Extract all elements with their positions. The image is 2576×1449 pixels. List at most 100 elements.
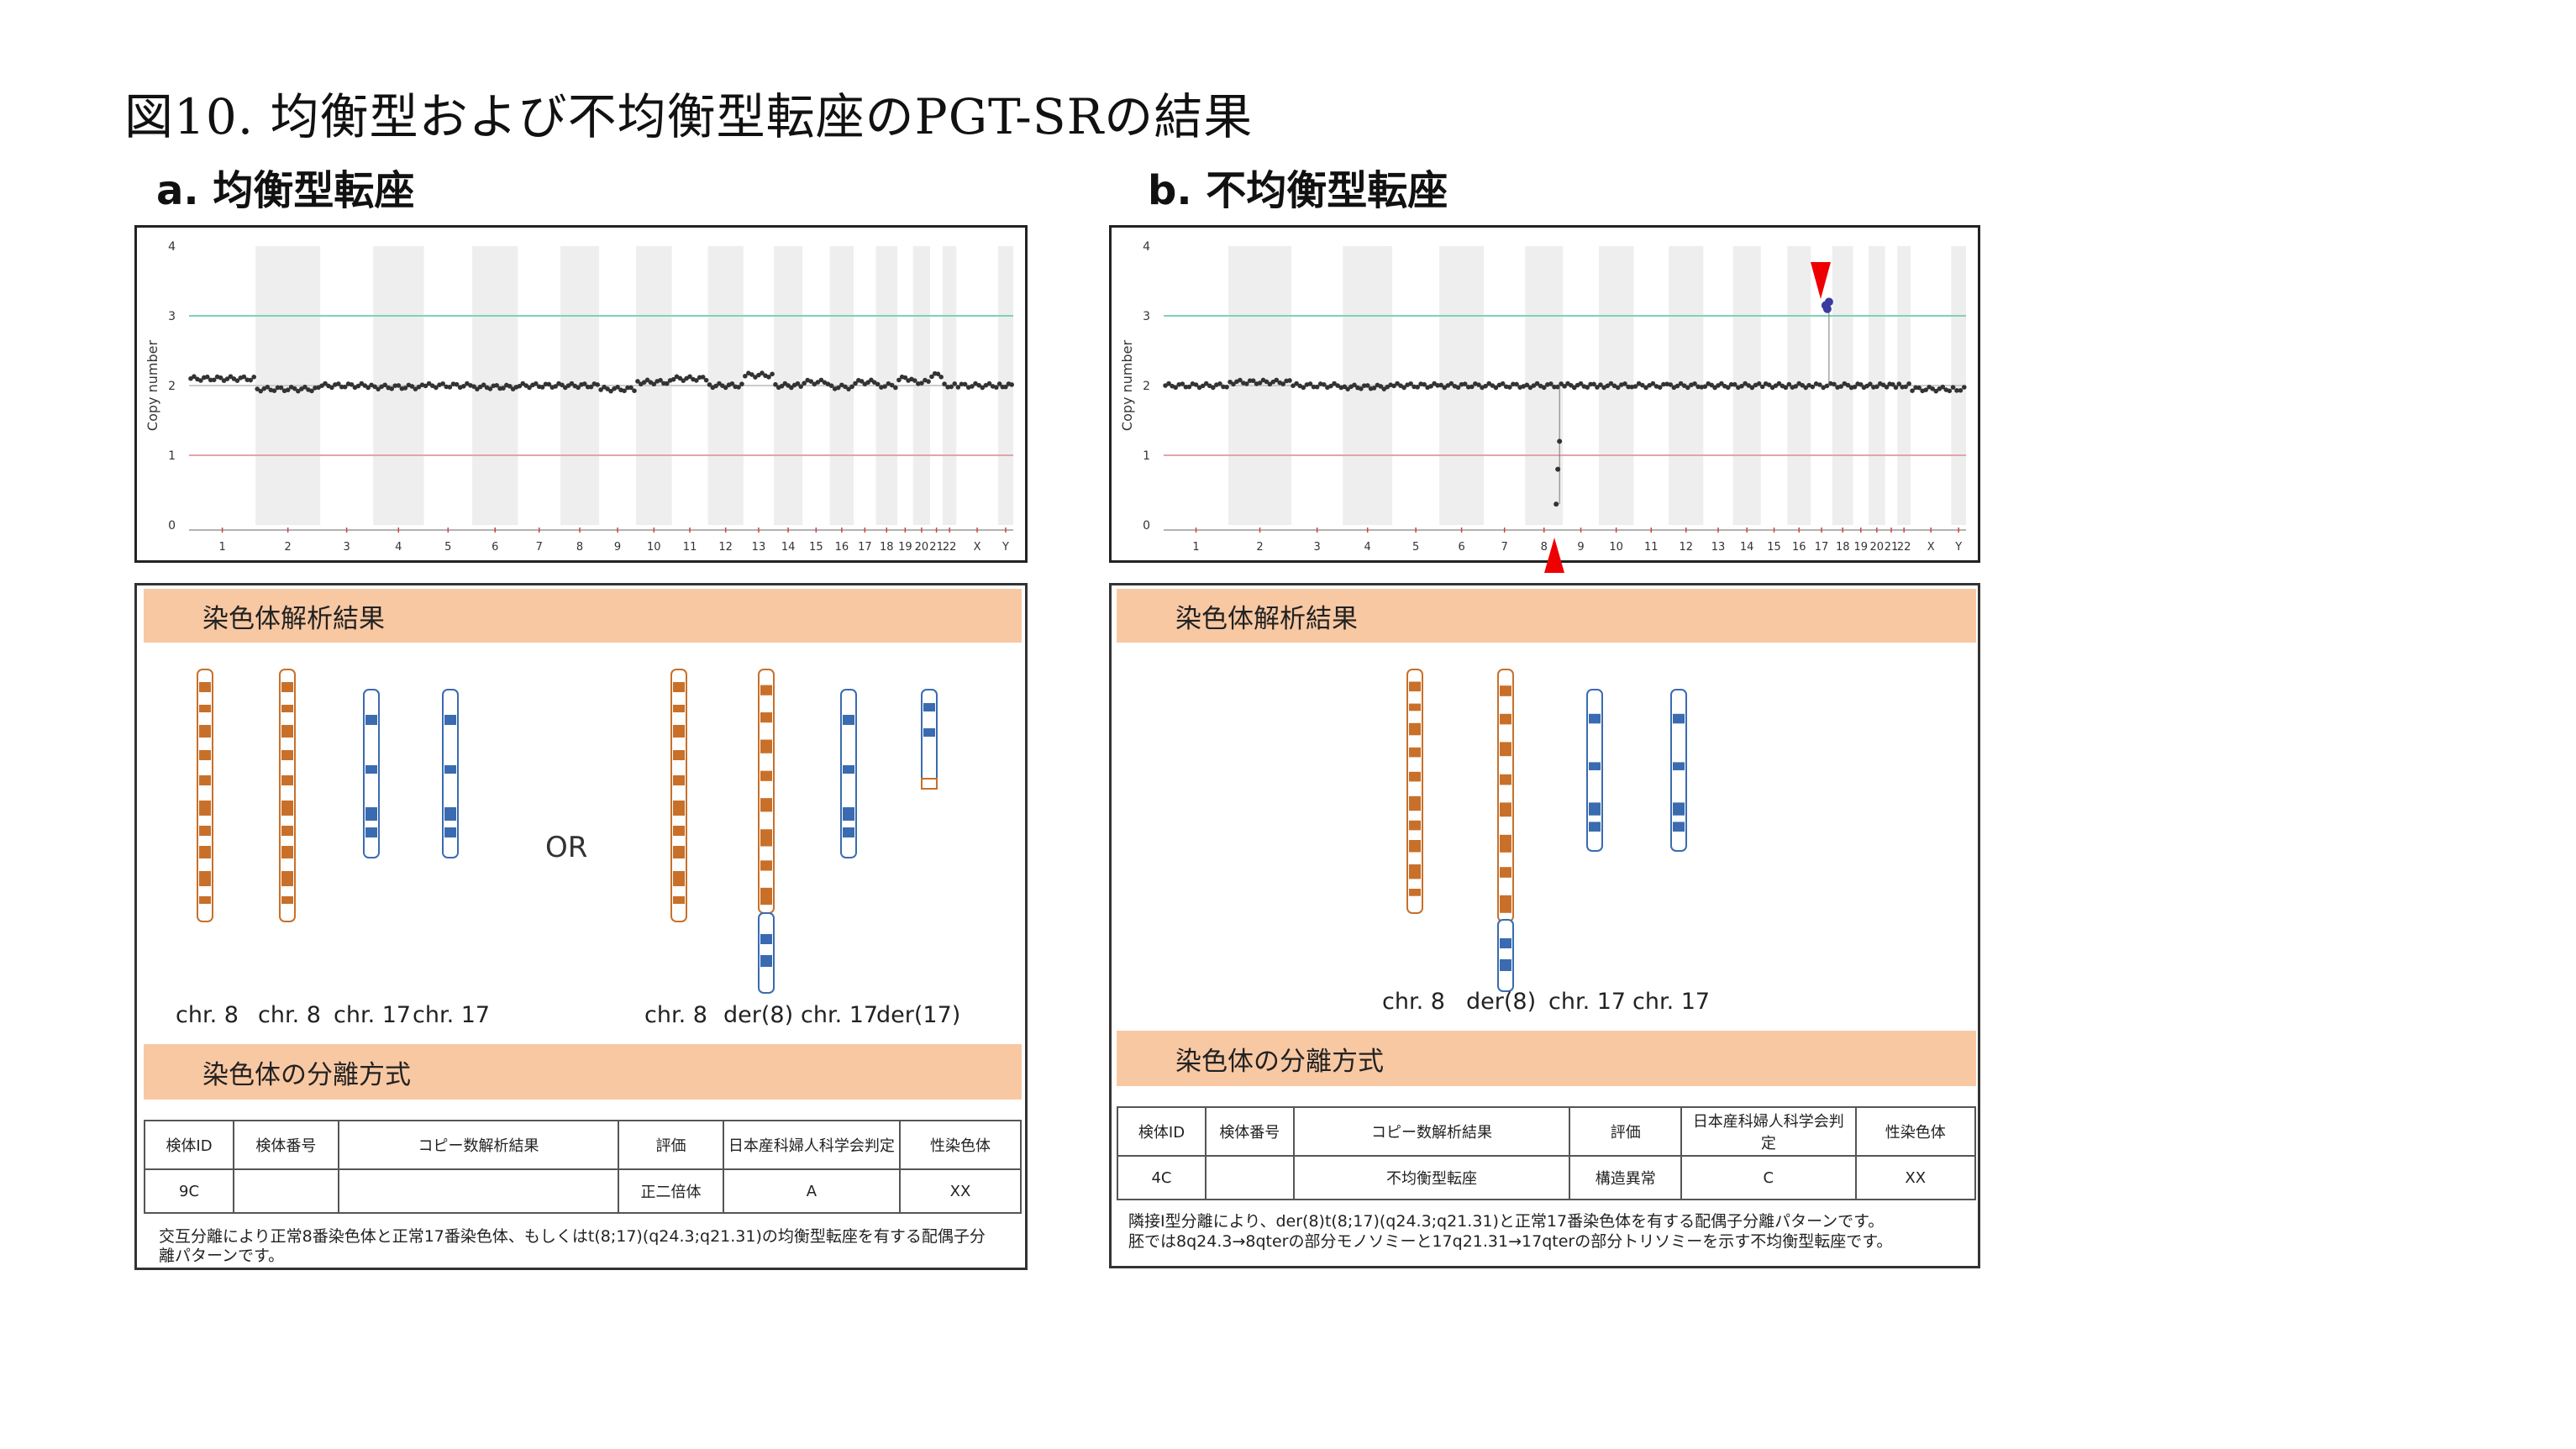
x-tick-label: 15 [1767, 541, 1781, 554]
data-point [1221, 384, 1226, 390]
data-point [770, 371, 775, 377]
segment-point [1555, 466, 1561, 472]
data-point [929, 374, 934, 380]
data-point [434, 385, 439, 391]
data-point [481, 382, 486, 388]
data-point [278, 385, 284, 391]
chromosome-band-dark [281, 775, 293, 785]
data-point [534, 381, 539, 386]
data-point [798, 384, 804, 389]
data-point [1531, 383, 1537, 388]
chromosome-band-dark [281, 871, 293, 886]
data-point [1193, 382, 1199, 387]
data-point [1821, 385, 1826, 391]
data-point [1910, 388, 1915, 393]
data-point [756, 372, 761, 378]
chromosome-band-dark [199, 750, 211, 760]
data-point [1591, 381, 1596, 387]
data-point [302, 384, 308, 390]
data-point [625, 385, 630, 391]
data-point [1328, 383, 1333, 389]
data-point [1462, 381, 1468, 386]
cell-sex-chromosome: XX [898, 1168, 1023, 1214]
data-point [1541, 385, 1547, 391]
chromosome-band-dark [444, 807, 456, 821]
data-point [889, 382, 895, 388]
data-point [1800, 382, 1806, 388]
th-jsog-judgement: 日本産科婦人科学会判定 [1680, 1106, 1857, 1157]
data-point [382, 382, 387, 388]
th-sex-chromosome: 性染色体 [1854, 1106, 1977, 1157]
chromosome-band-dark [1409, 864, 1421, 879]
chromosome-band-dark [444, 765, 456, 774]
data-point [1773, 383, 1779, 388]
y-axis-label: Copy number [145, 340, 160, 432]
data-point [598, 387, 603, 392]
data-point [1681, 383, 1687, 388]
data-point [376, 386, 381, 391]
chr-label-b-3: chr. 17 [1548, 989, 1627, 1015]
result-table-b: 検体ID 検体番号 コピー数解析結果 評価 日本産科婦人科学会判定 性染色体 4… [1116, 1106, 1977, 1200]
x-tick-label: 4 [395, 541, 402, 554]
data-point [349, 382, 355, 387]
chromosome-band-dark [1500, 895, 1511, 913]
x-tick-label: 8 [1541, 541, 1548, 554]
x-tick-label: 2 [285, 541, 292, 554]
data-point [1674, 383, 1680, 389]
data-point [608, 388, 613, 394]
data-point [846, 386, 851, 391]
data-point [1438, 382, 1443, 388]
data-point [402, 386, 408, 391]
data-point [1003, 384, 1008, 390]
data-point [1647, 382, 1652, 388]
data-point [1514, 381, 1519, 387]
data-point [494, 382, 499, 388]
ideogram-area-a [197, 669, 938, 994]
data-point [1571, 385, 1577, 391]
data-point [1465, 385, 1471, 390]
data-point [1858, 382, 1864, 387]
data-point [736, 385, 741, 390]
chromosome-band-dark [760, 770, 772, 781]
data-point [265, 385, 271, 390]
x-tick-label: X [1927, 541, 1935, 554]
data-point [1291, 383, 1296, 389]
chromosome-band-dark [1673, 802, 1685, 816]
data-point [1739, 383, 1744, 389]
x-tick-label: 11 [1644, 541, 1659, 554]
data-point [1435, 383, 1440, 388]
data-point [1274, 377, 1280, 383]
chr8-ideogram [279, 669, 296, 922]
data-point [271, 388, 277, 393]
data-point [1615, 385, 1621, 391]
th-copy-number: コピー数解析結果 [1292, 1106, 1571, 1157]
data-point [835, 385, 841, 391]
y-tick-label: 3 [1143, 310, 1150, 323]
x-tick-label: 10 [647, 541, 661, 554]
data-point [546, 381, 552, 387]
data-point [204, 374, 210, 380]
chromosome-band-dark [1409, 795, 1421, 811]
data-point [1838, 384, 1844, 389]
data-point [694, 378, 699, 383]
x-tick-label: 5 [444, 541, 451, 554]
data-point [1954, 388, 1959, 393]
data-point [1555, 384, 1560, 390]
chromosome-band-dark [199, 775, 211, 785]
data-point [309, 388, 314, 394]
data-point [234, 378, 240, 383]
data-point [1868, 381, 1873, 387]
chromosome-band-dark [760, 712, 772, 723]
data-point [1352, 382, 1357, 388]
data-point [1719, 381, 1724, 386]
data-point [527, 385, 532, 391]
chromosome-band-dark [199, 801, 211, 816]
data-point [1455, 385, 1461, 391]
cell-evaluation: 構造異常 [1569, 1155, 1683, 1200]
data-point [641, 380, 647, 385]
data-point [1345, 386, 1350, 391]
chromosome-band-dark [843, 827, 854, 837]
data-point [802, 381, 807, 386]
data-point [779, 383, 785, 389]
